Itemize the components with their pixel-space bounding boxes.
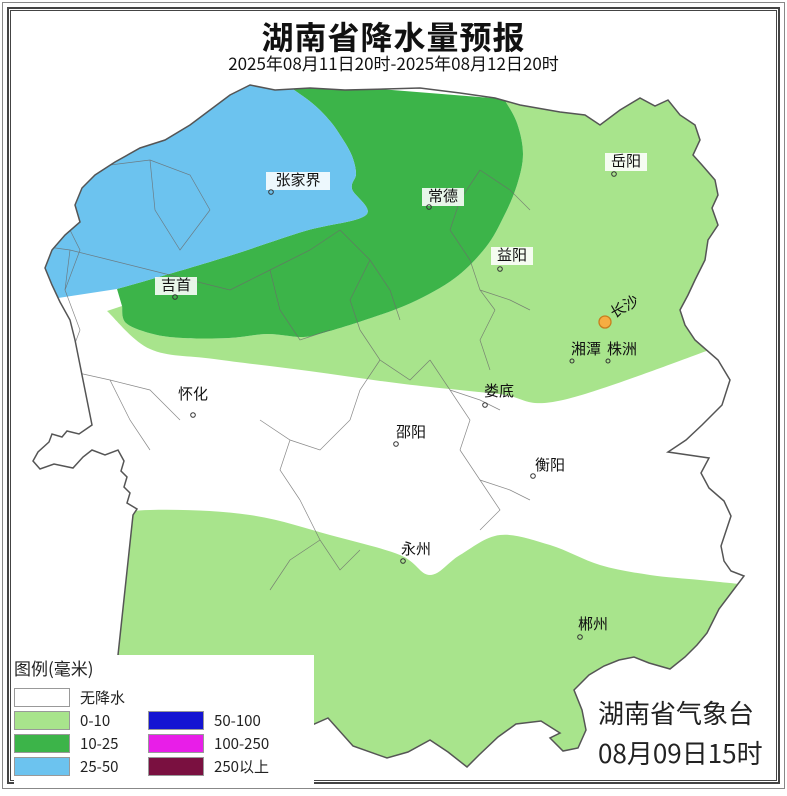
svg-text:吉首: 吉首 bbox=[161, 274, 191, 295]
svg-text:郴州: 郴州 bbox=[578, 613, 608, 634]
svg-text:常德: 常德 bbox=[428, 185, 458, 206]
svg-text:邵阳: 邵阳 bbox=[396, 421, 426, 442]
svg-text:湘潭: 湘潭 bbox=[571, 338, 601, 359]
svg-text:岳阳: 岳阳 bbox=[611, 150, 641, 171]
svg-text:益阳: 益阳 bbox=[497, 244, 527, 265]
svg-text:怀化: 怀化 bbox=[178, 383, 208, 404]
svg-text:永州: 永州 bbox=[401, 538, 431, 559]
svg-text:张家界: 张家界 bbox=[275, 169, 320, 190]
svg-text:衡阳: 衡阳 bbox=[535, 454, 565, 475]
svg-text:娄底: 娄底 bbox=[484, 380, 514, 401]
svg-text:株洲: 株洲 bbox=[607, 338, 637, 359]
